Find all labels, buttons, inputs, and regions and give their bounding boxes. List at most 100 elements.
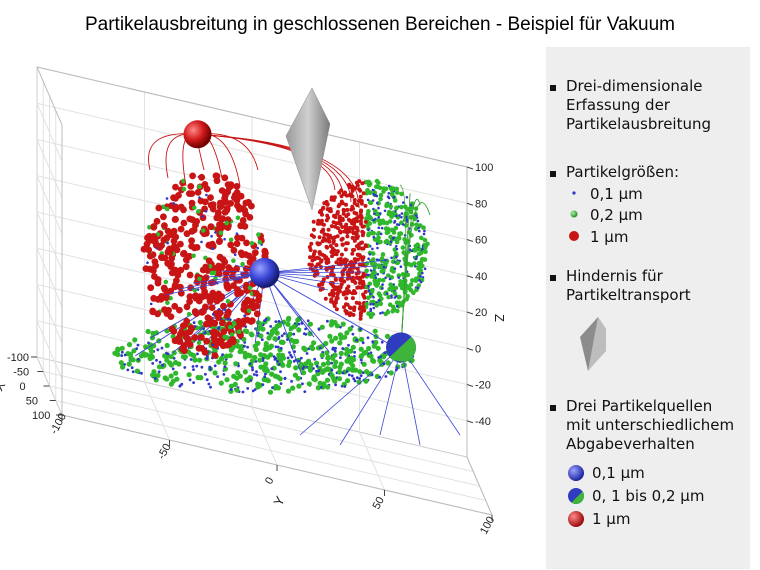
particle-0_1um [195, 364, 199, 368]
particle-1um [348, 226, 353, 230]
particle-1um [188, 325, 196, 333]
particle-1um [335, 292, 340, 297]
particle-0_2um [397, 231, 402, 237]
particle-0_2um [323, 340, 329, 347]
particle-0_2um [419, 235, 424, 241]
legend-line: Drei-dimensionale [566, 77, 703, 95]
particle-0_2um [338, 350, 344, 356]
particle-0_2um [356, 379, 362, 385]
particle-0_2um [285, 388, 292, 394]
legend-obstacle-icon [580, 317, 606, 371]
particle-1um [360, 285, 364, 290]
particle-1um [242, 265, 250, 273]
particle-0_2um [255, 326, 261, 332]
particle-1um [194, 189, 202, 196]
z-tick-label: 40 [475, 271, 487, 283]
particle-0_1um [372, 296, 375, 299]
particle-0_1um [384, 375, 388, 378]
particle-1um [331, 220, 336, 225]
legend-obstacle: Hindernis für Partikeltransport [566, 267, 691, 305]
particle-0_2um [329, 319, 335, 325]
particle-1um [255, 292, 263, 300]
particle-0_1um [312, 367, 315, 370]
grid-planes [36, 66, 493, 516]
particle-1um [350, 251, 355, 256]
particle-1um [325, 202, 330, 207]
particle-0_1um [166, 241, 169, 245]
particle-0_1um [386, 195, 390, 198]
particle-1um [342, 229, 347, 234]
particle-0_1um [367, 285, 370, 288]
particle-1um [237, 249, 245, 257]
z-tick-label: 20 [475, 307, 487, 319]
particle-0_2um [363, 378, 369, 384]
particle-1um [193, 244, 201, 251]
particle-0_2um [293, 365, 299, 371]
particle-1um [322, 236, 326, 240]
particle-0_2um [257, 357, 263, 363]
particle-1um [324, 267, 329, 272]
particle-0_2um [171, 350, 177, 356]
particle-0_1um [398, 214, 401, 217]
particle-0_2um [376, 235, 381, 240]
particle-0_1um [418, 229, 421, 233]
particle-0_2um [344, 346, 350, 352]
particle-0_2um [344, 351, 350, 357]
particle-0_2um [296, 327, 302, 333]
particle-1um [329, 197, 334, 202]
particle-1um [328, 209, 333, 214]
particle-0_2um [307, 365, 313, 371]
particle-0_2um [319, 352, 325, 358]
particle-1um [170, 227, 178, 235]
particle-1um [329, 235, 334, 240]
box-edge [466, 456, 493, 516]
particle-0_2um [280, 339, 286, 345]
particle-1um [360, 229, 365, 234]
particle-0_2um [162, 353, 168, 359]
particle-1um [334, 285, 338, 290]
particle-0_1um [395, 247, 399, 251]
particle-0_2um [418, 267, 424, 273]
particle-1um [355, 252, 360, 257]
legend-marker-green-dot [570, 210, 578, 218]
z-tick-mark [466, 384, 474, 387]
particle-1um [160, 213, 167, 221]
particle-0_2um [333, 335, 339, 341]
particle-0_2um [392, 198, 398, 203]
particle-1um [171, 302, 179, 310]
particle-0_1um [400, 216, 403, 219]
z-tick-label: -20 [475, 380, 491, 392]
particle-1um [313, 264, 318, 269]
particle-1um [155, 204, 163, 212]
particle-0_1um [274, 320, 278, 323]
particle-1um [168, 325, 176, 333]
legend-bullet [550, 85, 556, 91]
particle-0_2um [340, 321, 346, 327]
particle-1um [188, 237, 196, 245]
particle-1um [341, 211, 346, 216]
particle-0_1um [266, 331, 270, 335]
particle-0_1um [367, 228, 370, 231]
particle-0_2um [287, 359, 293, 365]
legend-size-markers [569, 191, 579, 241]
particle-1um [203, 337, 211, 345]
particle-0_1um [160, 346, 164, 350]
particle-1um [358, 316, 363, 321]
box-edge [36, 66, 63, 126]
particle-0_2um [126, 342, 133, 348]
particle-1um [211, 319, 219, 327]
particle-0_2um [255, 381, 261, 387]
grid-line [49, 385, 480, 487]
particle-0_2um [141, 351, 147, 357]
particle-0_2um [334, 323, 340, 329]
particle-0_1um [410, 249, 414, 253]
particle-0_1um [359, 374, 363, 377]
particle-0_2um [197, 276, 202, 282]
particle-1um [360, 240, 364, 245]
particle-0_2um [231, 258, 236, 264]
particle-0_1um [330, 368, 334, 372]
particle-0_1um [251, 366, 254, 369]
particle-1um [253, 310, 261, 318]
particle-1um [184, 339, 191, 347]
particle-0_1um [279, 382, 283, 385]
